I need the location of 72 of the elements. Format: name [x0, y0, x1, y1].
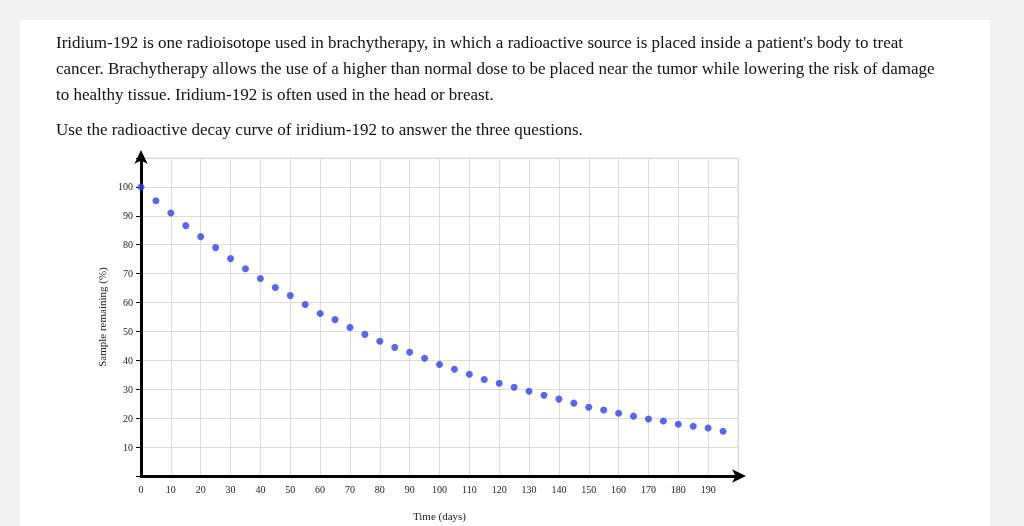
y-tick-label: 40 [123, 354, 133, 366]
point [227, 255, 235, 263]
point [525, 387, 533, 395]
x-tick-label: 140 [551, 483, 567, 495]
point [510, 383, 518, 391]
y-tick-label: 30 [123, 383, 133, 395]
x-tick-label: 90 [404, 483, 415, 495]
x-tick-label: 10 [165, 483, 176, 495]
point [436, 360, 443, 368]
y-tick-label: 90 [123, 210, 133, 222]
point [555, 395, 563, 403]
point [570, 399, 578, 407]
x-tick-label: 100 [432, 483, 447, 495]
point [376, 337, 384, 345]
chart-title: Iridium-192 is one radioisotope used in brachytherapy, in which a radioactive source is placed inside a patient's body to treat cancer. Brachytherapy allows the use of a higher than normal dose to be placed near the tumor while lowering the risk of damage to healthy tissue. Iridium-192 is often used in the head or breast. [56, 32, 936, 106]
x-tick-label: 0 [138, 483, 144, 495]
x-tick-label: 70 [344, 483, 355, 495]
x-tick-label: 60 [315, 483, 326, 495]
point [689, 422, 697, 430]
point [167, 209, 175, 217]
point [421, 354, 429, 362]
point [182, 222, 190, 230]
x-tick-label: 130 [521, 483, 537, 495]
x-tick-label: 20 [195, 483, 206, 495]
y-tick-label: 20 [123, 412, 133, 424]
x-tick-label: 30 [225, 483, 236, 495]
point [540, 391, 548, 399]
x-tick-label: 190 [700, 483, 716, 495]
x-tick-label: 40 [255, 483, 266, 495]
y-tick-label: 60 [123, 297, 133, 309]
point [301, 301, 309, 309]
point [241, 265, 249, 273]
x-tick-label: 180 [670, 483, 686, 495]
x-tick-label: 160 [611, 483, 627, 495]
y-tick-label: 50 [123, 325, 133, 337]
point [212, 244, 220, 252]
point [361, 330, 369, 338]
point [286, 292, 294, 300]
point [450, 365, 458, 373]
point [197, 233, 205, 241]
point [480, 375, 488, 383]
point [674, 420, 682, 428]
x-tick-label: 50 [285, 483, 296, 495]
point [346, 323, 354, 331]
x-tick-label: 170 [640, 483, 656, 495]
point [600, 406, 608, 414]
x-tick-label: 110 [462, 483, 477, 495]
point [406, 348, 414, 356]
point [465, 370, 473, 378]
point [152, 197, 160, 205]
y-axis-title: Sample remaining (%) [95, 266, 109, 367]
point [585, 403, 593, 411]
chart-subtitle: Use the radioactive decay curve of iridium-192 to answer the three questions. [56, 119, 584, 141]
x-tick-label: 150 [581, 483, 597, 495]
point [256, 275, 264, 283]
y-tick-label: 80 [123, 239, 133, 251]
point [644, 415, 652, 423]
y-tick-label: 100 [118, 181, 133, 193]
point [659, 417, 667, 425]
point [495, 379, 503, 387]
point [719, 427, 727, 435]
point [630, 412, 638, 420]
x-tick-label: 120 [491, 483, 507, 495]
point [271, 284, 279, 292]
point [391, 343, 399, 351]
x-axis-title: Time (days) [412, 509, 467, 523]
x-tick-label: 80 [374, 483, 385, 495]
point [316, 310, 324, 318]
point [615, 409, 623, 417]
y-tick-label: 70 [123, 268, 133, 280]
y-tick-label: 10 [123, 441, 133, 453]
point [331, 316, 339, 324]
